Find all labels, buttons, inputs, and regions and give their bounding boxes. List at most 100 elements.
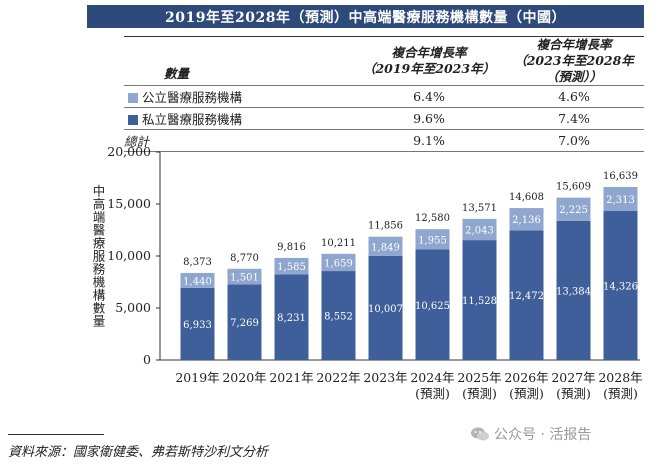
data-label-public: 1,659 (324, 258, 353, 269)
bar-public (415, 229, 450, 250)
cagr2-header-text: 複合年增長率 （2023年至2028年（預測）） (514, 37, 634, 84)
data-label-total: 11,856 (368, 221, 403, 232)
bar-public (368, 236, 403, 256)
table-row-total: 總計 9.1% 7.0% (124, 129, 644, 152)
wechat-icon (471, 427, 489, 441)
data-label-private: 10,007 (368, 304, 403, 315)
private-cagr1: 9.6% (413, 111, 445, 126)
data-label-public: 2,313 (606, 195, 635, 206)
public-label: 公立醫療服務機構 (142, 90, 243, 105)
data-label-public: 1,955 (418, 235, 447, 246)
data-label-private: 10,625 (415, 301, 450, 312)
table-header-cagr-2019-2023: 複合年增長率 （2019年至2023年） (354, 37, 504, 86)
private-cagr2: 7.4% (558, 111, 590, 126)
total-cagr1: 9.1% (413, 133, 445, 148)
bar-private (415, 249, 450, 360)
data-label-private: 13,384 (556, 286, 591, 297)
bar-private (180, 287, 215, 360)
data-label-private: 7,269 (230, 318, 259, 329)
x-tick-label: (預測) (556, 386, 591, 401)
bar-public (603, 186, 638, 212)
data-label-total: 9,816 (277, 242, 306, 253)
data-label-total: 14,608 (509, 192, 544, 203)
data-label-total: 8,373 (183, 257, 212, 268)
public-cagr2: 4.6% (558, 89, 590, 104)
data-label-total: 16,639 (603, 171, 638, 182)
data-label-public: 2,136 (512, 215, 541, 226)
x-tick-label: 2019年 (175, 370, 219, 385)
table-row-private: 私立醫療服務機構 9.6% 7.4% (124, 107, 644, 130)
chart-title: 2019年至2028年（預測）中高端醫療服務機構數量（中國） (87, 5, 644, 28)
data-label-private: 12,472 (509, 291, 544, 302)
bar-public (509, 208, 544, 231)
data-label-private: 11,528 (462, 296, 497, 307)
bar-private (603, 211, 638, 360)
x-tick-label: 2021年 (269, 370, 313, 385)
private-swatch (128, 115, 138, 125)
table-header-cagr-2023-2028: 複合年增長率 （2023年至2028年（預測）） (504, 37, 644, 86)
bar-public (180, 272, 215, 288)
x-tick-label: (預測) (603, 386, 638, 401)
x-tick-label: 2025年 (457, 370, 501, 385)
x-tick-label: 2023年 (363, 370, 407, 385)
bar-private (462, 240, 497, 360)
y-tick-label: 5,000 (115, 300, 151, 315)
bar-private (368, 255, 403, 360)
source-note: 資料來源：國家衛健委、弗若斯特沙利文分析 (8, 445, 269, 460)
watermark-text: 公众号 · 活报告 (494, 427, 592, 443)
data-label-public: 1,501 (230, 273, 259, 284)
public-swatch (128, 93, 138, 103)
bar-public (556, 197, 591, 221)
bar-public (227, 268, 262, 285)
total-label: 總計 (124, 134, 150, 149)
row-label-private: 私立醫療服務機構 (124, 108, 354, 130)
data-label-public: 1,585 (277, 262, 306, 273)
data-label-private: 8,231 (277, 313, 306, 324)
data-label-private: 8,552 (324, 312, 353, 323)
table-row-public: 公立醫療服務機構 6.4% 4.6% (124, 85, 644, 108)
table-header-row: 數量 複合年增長率 （2019年至2023年） 複合年增長率 （2023年至2028… (124, 36, 644, 86)
bar-private (509, 230, 544, 360)
y-tick-label: 10,000 (107, 248, 151, 263)
bar-public (321, 253, 356, 272)
data-label-total: 10,211 (321, 238, 356, 249)
x-tick-label: (預測) (509, 386, 544, 401)
data-label-total: 15,609 (556, 182, 591, 193)
y-axis-label: 中高端醫療服務機構數量 (91, 184, 106, 328)
total-cagr2: 7.0% (558, 133, 590, 148)
y-tick-label: 15,000 (107, 196, 151, 211)
cagr-table: 數量 複合年增長率 （2019年至2023年） 複合年增長率 （2023年至2028… (124, 36, 644, 152)
data-label-private: 6,933 (183, 320, 212, 331)
data-label-public: 2,225 (559, 205, 588, 216)
private-label: 私立醫療服務機構 (142, 112, 243, 127)
row-label-public: 公立醫療服務機構 (124, 86, 354, 108)
data-label-public: 1,849 (371, 242, 400, 253)
y-tick-label: 0 (143, 352, 151, 367)
bar-private (321, 271, 356, 360)
x-tick-label: 2022年 (316, 370, 360, 385)
bar-private (556, 220, 591, 360)
bar-public (274, 257, 309, 275)
data-label-total: 13,571 (462, 203, 497, 214)
data-label-total: 12,580 (415, 213, 450, 224)
x-tick-label: 2026年 (504, 370, 548, 385)
footnote-divider (8, 434, 104, 435)
table-header-quantity: 數量 (164, 66, 190, 81)
x-tick-label: (預測) (462, 386, 497, 401)
x-tick-label: 2024年 (410, 370, 454, 385)
data-label-public: 1,440 (183, 276, 212, 287)
bar-public (462, 218, 497, 241)
x-tick-label: 2028年 (598, 370, 642, 385)
x-tick-label: 2020年 (222, 370, 266, 385)
watermark: 公众号 · 活报告 (470, 424, 591, 444)
data-label-public: 2,043 (465, 225, 494, 236)
data-label-private: 14,326 (603, 282, 638, 293)
bar-private (227, 284, 262, 360)
x-tick-label: 2027年 (551, 370, 595, 385)
public-cagr1: 6.4% (413, 89, 445, 104)
y-tick-label: 20,000 (107, 144, 151, 159)
x-tick-label: (預測) (415, 386, 450, 401)
cagr1-header-text: 複合年增長率 （2019年至2023年） (362, 45, 496, 76)
bar-private (274, 274, 309, 360)
